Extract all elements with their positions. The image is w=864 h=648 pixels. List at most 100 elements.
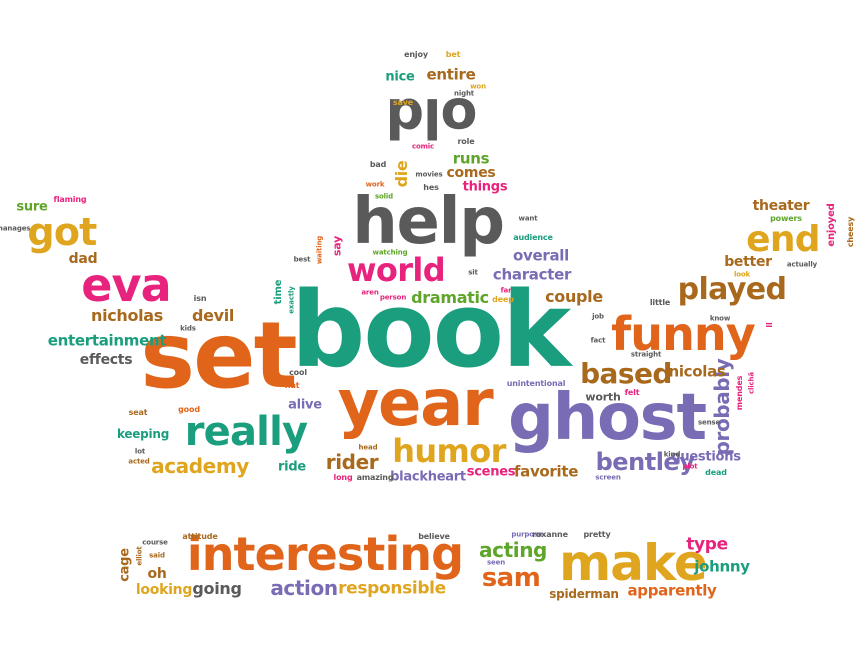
word-ghost: ghost (508, 381, 707, 455)
word-nicholas: kids (180, 324, 196, 333)
word-entertainment: exactly (287, 286, 296, 314)
word-couple: couple (545, 287, 603, 306)
word-cool: alive (288, 397, 322, 413)
word-kind: dead (705, 468, 727, 477)
word-interesting: interesting (186, 527, 464, 581)
word-world: world (346, 251, 446, 289)
word-sam: sam (481, 563, 541, 593)
word-aren: aren (361, 288, 379, 297)
word-apparently: apparently (627, 581, 717, 600)
word-acting: acting (479, 538, 547, 562)
word-favorite: favorite (513, 462, 579, 481)
word-want: want (518, 214, 538, 223)
word-attitude: believe (418, 532, 450, 541)
word-type: type (686, 534, 728, 555)
word-things: things (462, 179, 508, 195)
word-person: person (379, 293, 407, 302)
word-purpose: pretty (583, 530, 611, 539)
word-academy: academy (151, 454, 249, 478)
word-believe: seen (486, 558, 506, 567)
word-long: course (142, 538, 168, 547)
word-look: job (592, 312, 604, 321)
word-johnny: johnny (694, 557, 750, 576)
word-cage: cage (117, 548, 133, 582)
word-sit: sit (468, 268, 478, 277)
word-best: best (293, 255, 311, 264)
word-oh: oh (147, 566, 167, 582)
word-devil: entertainment (47, 331, 167, 350)
word-alive: acted (128, 457, 150, 466)
word-looking: looking (135, 582, 193, 598)
word-elliot: roxanne (532, 530, 568, 539)
word-good: good (178, 405, 200, 414)
word-bentley: bentley (595, 448, 695, 476)
word-humor: humor (392, 432, 506, 470)
word-comes: comes (446, 165, 496, 181)
word-bad: bad (369, 160, 387, 169)
word-entire: entire (426, 65, 476, 84)
word-dramatic: dramatic (411, 288, 489, 307)
word-little: fact (590, 336, 606, 345)
word-ride: lot (134, 447, 146, 456)
word-die: die (392, 160, 411, 188)
word-powers: better (724, 254, 772, 270)
word-year: year (337, 367, 494, 441)
word-nice: nice (385, 69, 415, 85)
word-enjoy: enjoy (404, 50, 428, 59)
word-spiderman: spiderman (549, 587, 619, 601)
word-nicolas: unintentional (506, 379, 566, 388)
word-action: action (270, 576, 338, 600)
word-laughs: nicholas (91, 306, 163, 325)
word-movies: movies (415, 170, 443, 179)
word-role: role (457, 137, 475, 146)
word-audience: audience (513, 233, 553, 242)
word-cheesy: look (733, 270, 751, 279)
word-mendes: worth (585, 390, 621, 404)
word-flat: cool (289, 368, 307, 377)
word-know: felt (624, 388, 640, 397)
word-won: won (470, 82, 486, 91)
word-head: amazing (356, 473, 394, 482)
word-exactly: flaming (53, 195, 87, 204)
word-fact: nicolas (668, 362, 726, 381)
word-going: going (192, 579, 242, 598)
word-said: purpose (511, 530, 543, 539)
word-isn: effects (79, 352, 133, 368)
word-keeping: attitude (182, 532, 218, 541)
word-lot: head (358, 443, 378, 452)
word-felt: plot (682, 462, 698, 471)
word-actually: ll (765, 322, 774, 328)
word-far: far (500, 286, 512, 295)
word-save: save (392, 98, 414, 107)
word-solid: solid (374, 192, 394, 201)
word-scenes: scenes (466, 464, 516, 480)
word-say: say (330, 235, 344, 257)
word-hes: hes (423, 183, 439, 192)
word-runs: runs (452, 149, 490, 168)
word-job: straight (630, 350, 662, 359)
word-work: work (365, 180, 385, 189)
word-screen: ride (278, 459, 306, 475)
word-responsible: responsible (338, 578, 446, 599)
word-comic: comic (411, 142, 435, 151)
word-unintentional: screen (595, 473, 621, 482)
word-played: played (677, 272, 787, 307)
word-got: got (27, 210, 97, 254)
word-blackheart: blackheart (390, 469, 466, 485)
word-manages: enjoyed (826, 203, 837, 247)
word-motorcycle: isn (193, 294, 207, 303)
word-plot: sense (697, 418, 721, 427)
word-overall: overall (513, 246, 569, 265)
word-effects: dad (68, 251, 98, 267)
word-rider: rider (325, 450, 379, 474)
word-night: night (453, 89, 475, 98)
word-funny: funny (611, 307, 756, 361)
word-book: book (290, 269, 571, 391)
word-seat: keeping (116, 427, 170, 441)
word-time: sure (16, 199, 48, 215)
word-make: make (559, 534, 708, 592)
word-questions: seat (128, 408, 148, 417)
word-help: help (352, 185, 505, 259)
word-character: character (492, 265, 572, 284)
